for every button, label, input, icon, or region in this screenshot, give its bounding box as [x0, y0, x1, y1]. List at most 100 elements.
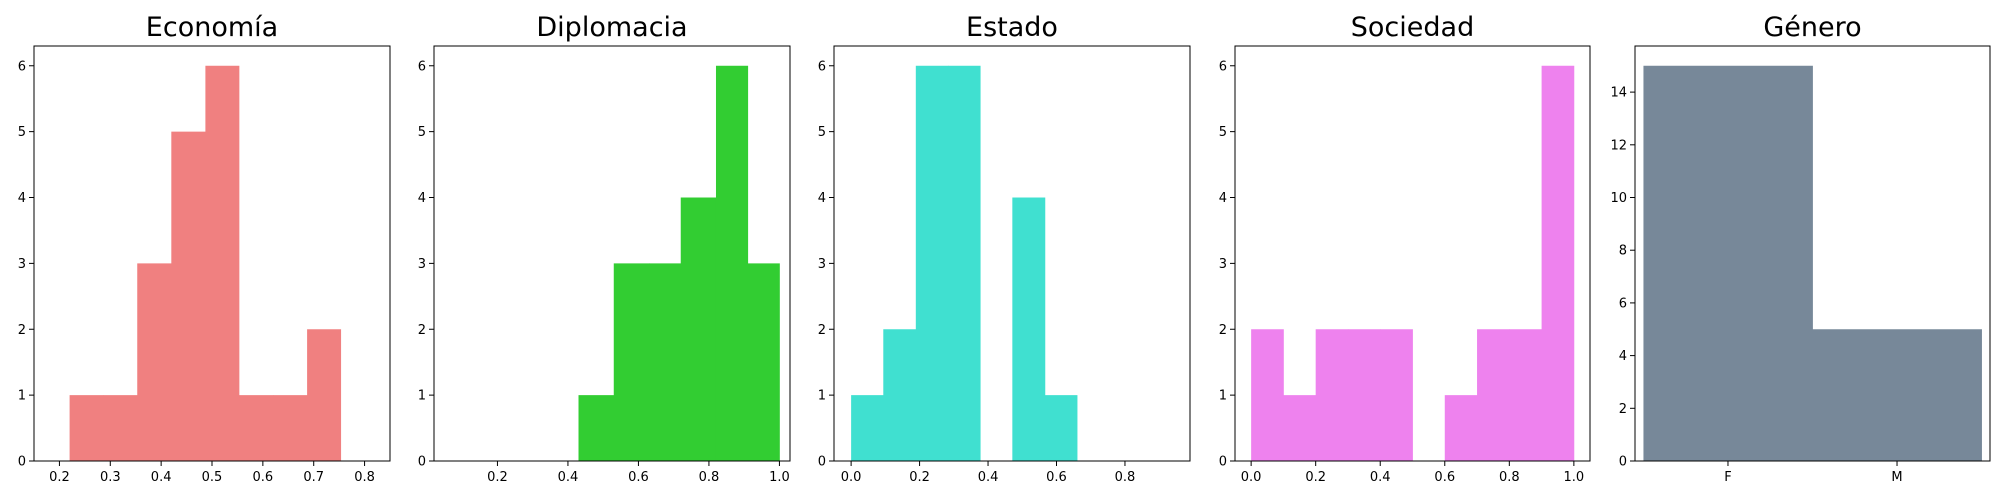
x-tick-label: 0.4 [558, 470, 579, 485]
histogram-bar [1444, 395, 1478, 461]
histogram-bar [649, 263, 682, 461]
x-tick-label: 0.2 [909, 470, 930, 485]
y-tick-label: 0 [418, 455, 426, 470]
histogram-bar [715, 65, 749, 461]
chart-title: Sociedad [1351, 12, 1474, 43]
histogram-bar [747, 263, 780, 461]
plot-frame [1634, 45, 1991, 462]
histogram-bar [1380, 329, 1413, 461]
y-tick-label: 3 [818, 257, 826, 272]
histogram-bar [1477, 329, 1510, 461]
y-tick-label: 2 [1619, 402, 1627, 417]
histogram-bar [947, 65, 981, 461]
y-tick-label: 14 [1610, 86, 1627, 101]
y-tick-label: 1 [1219, 389, 1227, 404]
y-tick-label: 0 [1619, 455, 1627, 470]
x-tick-label: 1.0 [1564, 470, 1585, 485]
histogram-panel-3: 0.0 0.2 0.4 0.6 0.8 0 1 2 3 4 5 6 Estado [818, 12, 1191, 485]
x-tick-label: 0.3 [100, 470, 121, 485]
y-tick-label: 2 [818, 323, 826, 338]
histogram-bar [69, 395, 105, 461]
x-tick-label: 1.0 [769, 470, 790, 485]
histogram-bar [205, 65, 240, 461]
chart-title: Género [1763, 12, 1861, 43]
x-tick-label: 0.2 [1305, 470, 1326, 485]
plot-frame [433, 45, 791, 462]
y-tick-label: 4 [18, 191, 26, 206]
x-tick-label: 0.6 [1434, 470, 1455, 485]
y-tick-label: 5 [18, 125, 26, 140]
y-tick-label: 3 [418, 257, 426, 272]
y-tick-label: 4 [1219, 191, 1227, 206]
y-tick-label: 4 [818, 191, 826, 206]
histogram-bar [171, 131, 206, 461]
plot-frame [833, 45, 1191, 462]
histogram-bar [1643, 65, 1813, 461]
histogram-panel-4: 0.0 0.2 0.4 0.6 0.8 1.0 0 1 2 3 4 5 6 Sociedad [1219, 12, 1591, 485]
x-tick-label: 0.2 [487, 470, 508, 485]
x-tick-label: F [1724, 470, 1731, 485]
x-tick-label: 0.0 [841, 470, 862, 485]
histogram-bar [680, 197, 717, 461]
x-tick-label: M [1891, 470, 1902, 485]
histogram-bar [1541, 65, 1575, 461]
x-tick-label: 0.4 [978, 470, 999, 485]
y-tick-label: 3 [1219, 257, 1227, 272]
x-tick-label: 0.4 [151, 470, 172, 485]
y-tick-label: 1 [18, 389, 26, 404]
x-tick-label: 0.0 [1241, 470, 1262, 485]
x-tick-label: 0.5 [202, 470, 223, 485]
y-tick-label: 0 [818, 455, 826, 470]
histogram-bar [1812, 329, 1982, 461]
y-tick-label: 1 [818, 389, 826, 404]
histogram-bar [273, 395, 308, 461]
y-tick-label: 2 [1219, 323, 1227, 338]
y-tick-label: 1 [418, 389, 426, 404]
histogram-bar [851, 395, 884, 461]
x-tick-label: 0.6 [253, 470, 274, 485]
y-tick-label: 2 [418, 323, 426, 338]
plot-frame [1234, 45, 1591, 462]
histogram-bar [1044, 395, 1078, 461]
y-tick-label: 4 [1619, 349, 1627, 364]
x-tick-label: 0.6 [1046, 470, 1067, 485]
histogram-bar [1347, 329, 1381, 461]
chart-title: Economía [146, 12, 278, 43]
y-tick-label: 5 [1219, 125, 1227, 140]
histogram-bar [883, 329, 917, 461]
y-tick-label: 0 [1219, 455, 1227, 470]
histogram-bar [1283, 395, 1317, 461]
histogram-bar [137, 263, 172, 461]
chart-title: Diplomacia [536, 12, 687, 43]
y-tick-label: 6 [1619, 296, 1627, 311]
y-tick-label: 6 [1219, 59, 1227, 74]
y-tick-label: 8 [1619, 244, 1627, 259]
x-tick-label: 0.7 [303, 470, 324, 485]
x-tick-label: 0.4 [1370, 470, 1391, 485]
histogram-bar [1509, 329, 1542, 461]
histogram-bar [1251, 329, 1284, 461]
histogram-bar [1012, 197, 1046, 461]
histogram-bar [915, 65, 949, 461]
y-tick-label: 5 [818, 125, 826, 140]
y-tick-label: 12 [1610, 138, 1627, 153]
x-tick-label: 0.8 [699, 470, 720, 485]
y-tick-label: 5 [418, 125, 426, 140]
x-tick-label: 0.8 [1499, 470, 1520, 485]
y-tick-label: 2 [18, 323, 26, 338]
x-tick-label: 0.6 [628, 470, 649, 485]
y-tick-label: 10 [1610, 191, 1627, 206]
chart-title: Estado [966, 12, 1058, 43]
histogram-bar [1315, 329, 1349, 461]
x-tick-label: 0.8 [354, 470, 375, 485]
x-tick-label: 0.8 [1115, 470, 1136, 485]
y-tick-label: 4 [418, 191, 426, 206]
histogram-panel-5: F M 0 2 4 6 8 10 12 14 Género [1610, 12, 1991, 485]
histogram-bar [578, 395, 615, 461]
y-tick-label: 6 [418, 59, 426, 74]
histogram-panel-1: 0.2 0.3 0.4 0.5 0.6 0.7 0.8 0 1 2 3 4 5 6 Economía [18, 12, 391, 485]
histogram-panel-2: 0.2 0.4 0.6 0.8 1.0 0 1 2 3 4 5 6 Diplomacia [418, 12, 791, 485]
histogram-bar [103, 395, 138, 461]
histogram-bar [613, 263, 650, 461]
